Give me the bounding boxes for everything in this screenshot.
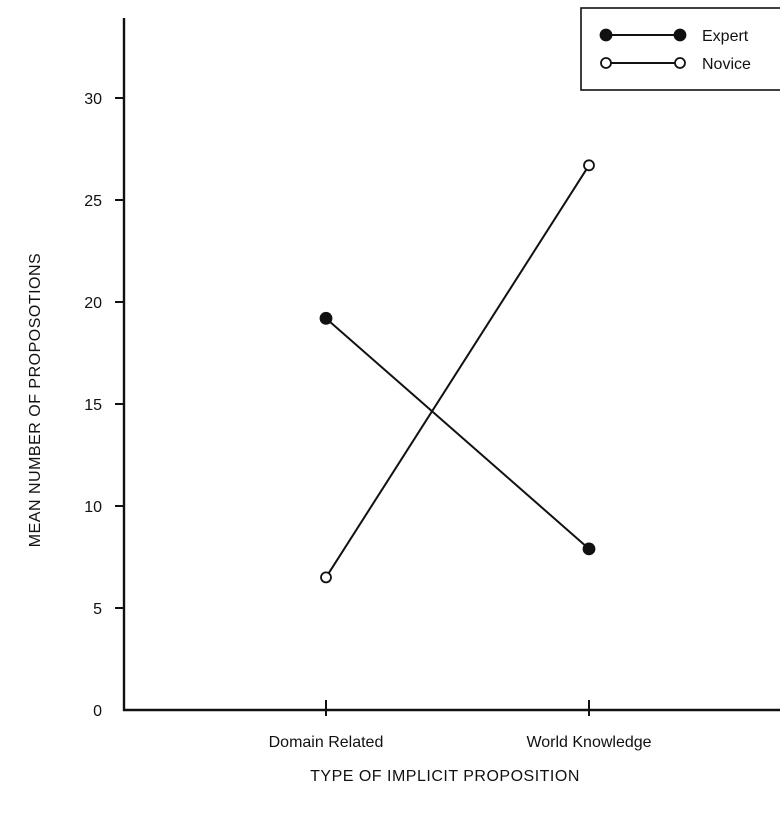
novice-point [320,571,332,584]
y-tick-label: 20 [84,295,102,312]
expert-point [582,542,596,556]
novice-series-line [325,164,590,578]
legend-box [580,7,780,91]
x-tick-label: Domain Related [269,734,384,751]
y-tick-label: 15 [84,397,102,414]
y-axis-title: MEAN NUMBER OF PROPOSOTIONS [27,253,44,547]
expert-point [319,311,333,325]
y-tick-label: 5 [93,601,102,618]
y-tick-label: 30 [84,91,102,108]
legend-marker-expert [673,28,687,42]
legend-marker-novice [600,57,612,69]
expert-series-line [325,317,590,550]
series-group [319,159,596,584]
x-tick-label: World Knowledge [526,734,651,751]
legend: Expert Novice [580,7,780,91]
legend-label-novice: Novice [702,56,751,73]
x-axis-title: TYPE OF IMPLICIT PROPOSITION [310,768,580,785]
y-tick-label: 10 [84,499,102,516]
x-ticks: Domain Related World Knowledge [269,700,652,751]
y-tick-label: 25 [84,193,102,210]
legend-marker-expert [599,28,613,42]
axes [122,18,780,712]
novice-point [583,159,595,172]
legend-marker-novice [674,57,686,69]
y-tick-label: 0 [93,703,102,720]
y-ticks: 0 5 10 15 20 25 30 [84,91,124,720]
legend-label-expert: Expert [702,28,749,45]
